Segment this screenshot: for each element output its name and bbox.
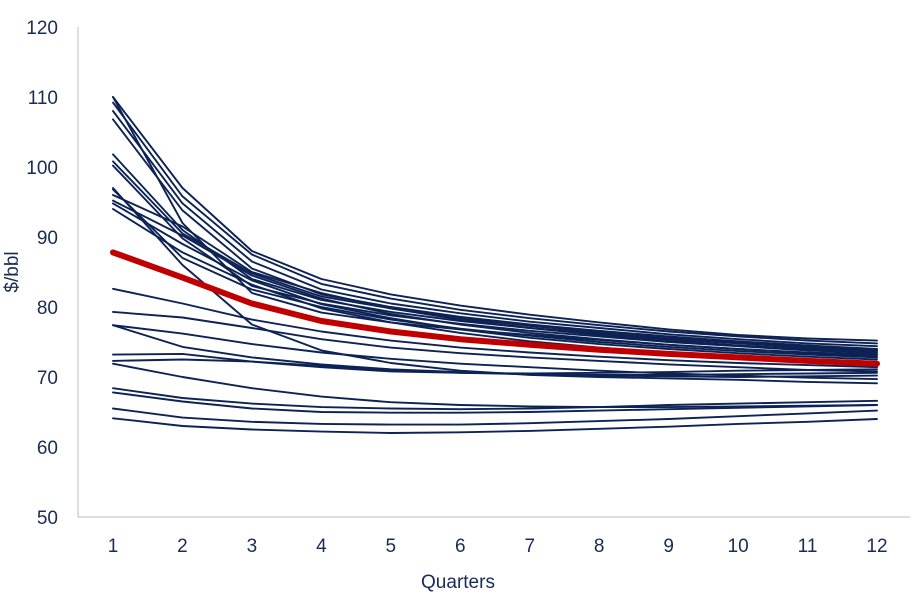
x-tick-label: 4 <box>316 536 327 557</box>
series-line <box>112 417 878 434</box>
series-line <box>112 387 878 411</box>
series-line <box>112 391 878 414</box>
series-line <box>112 188 878 359</box>
x-tick-label: 11 <box>798 536 818 557</box>
x-tick-label: 2 <box>177 536 188 557</box>
y-tick-label: 80 <box>37 298 58 319</box>
series-lines <box>112 96 878 434</box>
y-tick-label: 50 <box>37 508 58 529</box>
series-line <box>112 160 878 351</box>
y-axis-title: $/bbl <box>2 251 23 292</box>
x-tick-label: 3 <box>247 536 258 557</box>
series-line <box>112 101 878 345</box>
series-line <box>112 358 878 375</box>
x-tick-label: 7 <box>524 536 535 557</box>
x-tick-label: 9 <box>663 536 674 557</box>
x-tick-label: 10 <box>728 536 749 557</box>
series-line <box>112 110 878 348</box>
y-tick-label: 110 <box>28 88 58 109</box>
y-axis-tick-labels: 50 60 70 80 90 100 110 120 <box>26 18 58 529</box>
highlight-line <box>110 249 880 367</box>
series-line <box>112 362 878 409</box>
series-line <box>112 96 878 342</box>
x-tick-label: 1 <box>108 536 119 557</box>
series-line <box>112 199 878 357</box>
x-tick-label: 6 <box>455 536 466 557</box>
series-line <box>112 96 878 356</box>
y-tick-label: 60 <box>37 438 58 459</box>
series-line <box>112 407 878 426</box>
series-line <box>112 310 878 373</box>
y-tick-label: 70 <box>37 368 58 389</box>
x-tick-label: 12 <box>866 536 887 557</box>
series-line <box>112 194 878 353</box>
y-tick-label: 90 <box>37 228 58 249</box>
y-tick-label: 120 <box>26 18 58 39</box>
x-axis-title: Quarters <box>421 572 495 593</box>
series-line <box>112 118 878 350</box>
highlight-line-group <box>110 249 880 367</box>
y-tick-label: 100 <box>26 158 58 179</box>
x-tick-label: 8 <box>594 536 605 557</box>
x-tick-label: 5 <box>386 536 397 557</box>
x-axis-tick-labels: 1 2 3 4 5 6 7 8 9 10 11 12 <box>108 536 888 557</box>
series-line <box>112 202 878 361</box>
series-line <box>112 287 878 369</box>
